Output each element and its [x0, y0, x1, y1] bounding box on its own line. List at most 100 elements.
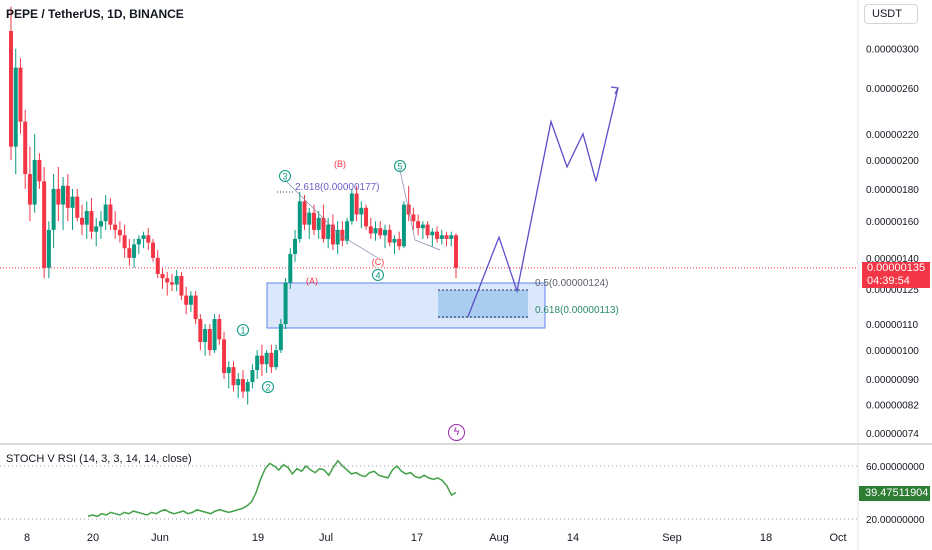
target-zone [266, 282, 546, 329]
candle-body [217, 319, 222, 340]
price-tick-label: 0.00000300 [866, 45, 919, 56]
candle-body [117, 229, 122, 236]
candle-body [359, 207, 364, 215]
candle-body [160, 273, 165, 279]
x-tick-label: Sep [662, 532, 682, 544]
wave-label-B: (B) [334, 159, 346, 169]
candle-body [245, 382, 250, 392]
wave-circle [372, 269, 384, 281]
wave-label-A: (A) [306, 276, 318, 286]
stoch-rsi-panel: 60.00000000 20.00000000 [0, 459, 925, 526]
candle-body [23, 121, 28, 175]
candle-body [18, 67, 23, 122]
candle-body [198, 319, 203, 343]
candle-body [98, 221, 103, 227]
currency-button[interactable]: USDT [864, 4, 918, 24]
candle-body [378, 228, 383, 236]
candle-body [411, 214, 416, 222]
candle-body [122, 235, 127, 249]
stoch-rsi-line [87, 459, 457, 518]
axes: 0.00000300 0.00000260 0.00000220 0.00000200… [24, 45, 919, 544]
candle-body [37, 159, 42, 182]
candle-body [75, 196, 80, 218]
candle-body [222, 339, 227, 374]
candle-body [283, 282, 288, 324]
candle-body [89, 211, 94, 232]
x-tick-label: 14 [567, 532, 579, 544]
candle-body [32, 159, 37, 205]
candle-body [70, 196, 75, 208]
candle-body [46, 229, 51, 268]
wave-label-5: 5 [397, 162, 402, 172]
wave-label-4: 4 [375, 271, 380, 281]
candle-body [316, 217, 321, 230]
price-tick-label: 0.00000125 [866, 285, 919, 296]
candle-body [203, 329, 208, 343]
candle-body [146, 235, 151, 243]
candle-body [401, 204, 406, 247]
candle-body [259, 355, 264, 365]
wave-circle [237, 324, 249, 336]
candle-body [184, 295, 189, 305]
candle-body [188, 295, 193, 305]
price-tick-label: 0.00000090 [866, 375, 919, 386]
x-tick-label: Oct [829, 532, 846, 544]
candle-body [84, 211, 89, 225]
candle-body [311, 212, 316, 230]
candle-body [269, 352, 274, 368]
candle-body [420, 224, 425, 229]
x-tick-label: 19 [252, 532, 264, 544]
countdown-tag: 04:39:54 [862, 275, 930, 288]
price-tick-label: 0.00000220 [866, 130, 919, 141]
candle-body [278, 324, 283, 351]
wave-guide-line [399, 169, 441, 251]
candle-body [435, 231, 440, 239]
x-tick-label: Aug [489, 532, 509, 544]
wave-guide-line [284, 179, 379, 259]
price-tick-label: 0.00000160 [866, 217, 919, 228]
wave-label-3: 3 [282, 172, 287, 182]
flash-icon[interactable]: ϟ [448, 424, 465, 441]
candle-body [51, 188, 56, 230]
candle-body [302, 201, 307, 225]
candle-body [392, 238, 397, 243]
candle-body [155, 257, 160, 274]
candle-body [94, 226, 99, 232]
x-tick-label: 20 [87, 532, 99, 544]
candle-body [108, 204, 113, 225]
candle-body [330, 224, 335, 245]
candle-body [397, 238, 402, 247]
x-tick-label: Jun [151, 532, 169, 544]
candle-body [425, 224, 430, 236]
candle-body [274, 350, 279, 368]
candle-body [174, 276, 179, 285]
candle-body [364, 207, 369, 227]
candle-body [387, 229, 392, 243]
candle-body [179, 276, 184, 296]
price-tick-label: 0.00000200 [866, 156, 919, 167]
symbol-title: PEPE / TetherUS, 1D, BINANCE [6, 7, 184, 21]
x-tick-label: 17 [411, 532, 423, 544]
candle-body [307, 212, 312, 225]
x-tick-label: 8 [24, 532, 30, 544]
candle-body [454, 235, 458, 268]
wave-label-C: (C) [372, 257, 385, 267]
candle-body [416, 221, 421, 229]
price-tick-label: 0.00000082 [866, 401, 919, 412]
candle-body [193, 295, 198, 320]
candle-body [61, 185, 66, 205]
candle-body [373, 228, 378, 234]
candle-body [368, 226, 373, 234]
x-tick-label: 18 [760, 532, 772, 544]
candle-body [326, 224, 331, 239]
candle-body [288, 253, 293, 283]
candle-body [113, 224, 118, 230]
candle-body [250, 370, 255, 383]
candle-body [255, 355, 260, 371]
candle-body [340, 229, 345, 241]
candle-body [430, 231, 435, 236]
fib-05-label: 0.5(0.00000124) [535, 278, 608, 289]
candles [9, 6, 458, 405]
